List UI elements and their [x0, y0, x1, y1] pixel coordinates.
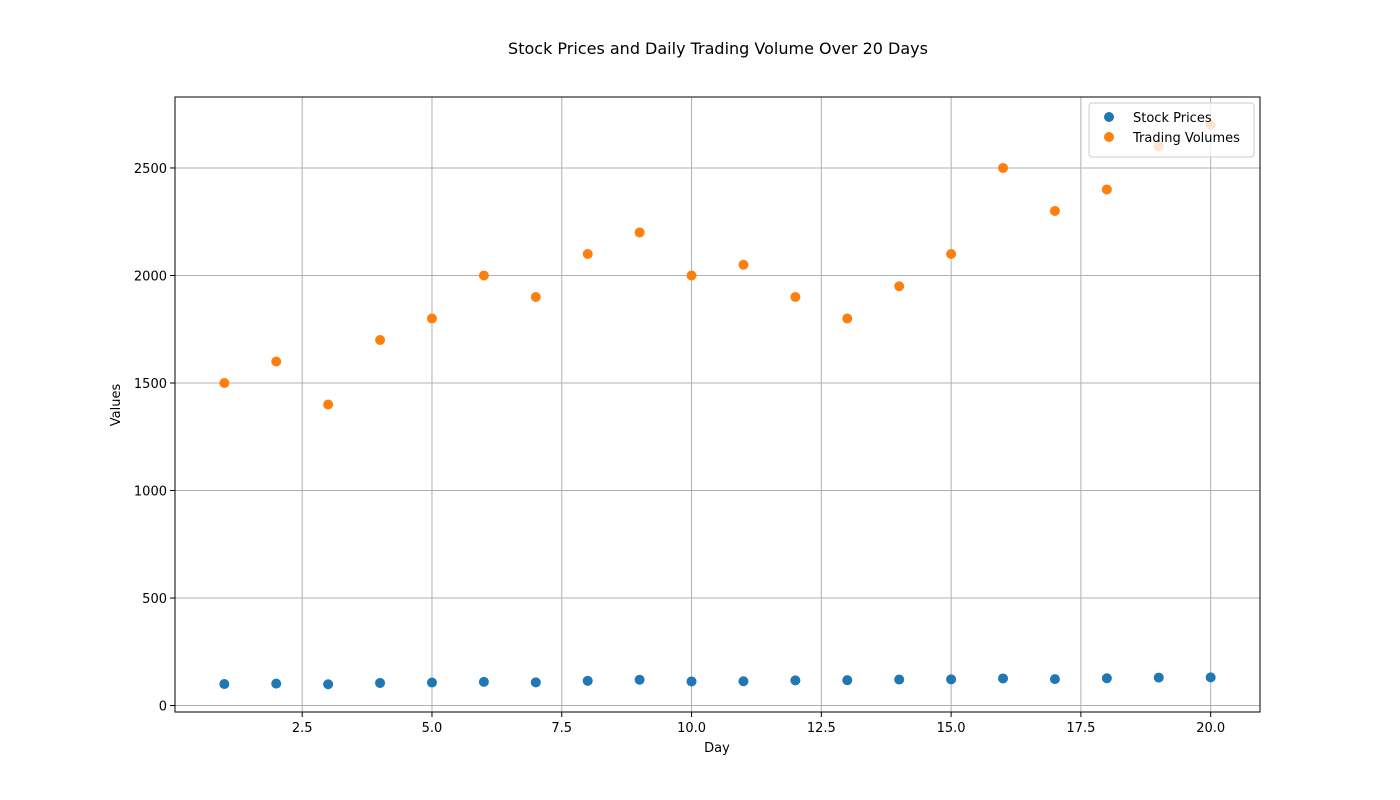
data-point [375, 677, 386, 688]
y-tick-label: 2000 [134, 269, 167, 284]
data-point [1049, 674, 1060, 685]
x-axis-label: Day [704, 741, 730, 756]
y-tick-label: 2500 [134, 162, 167, 177]
x-tick-label: 15.0 [937, 721, 966, 736]
data-point [894, 674, 905, 685]
legend-marker [1104, 112, 1114, 122]
data-point [790, 291, 801, 302]
data-point [998, 673, 1009, 684]
legend-box [1088, 102, 1255, 158]
data-point [738, 259, 749, 270]
data-point [946, 248, 957, 259]
y-tick-label: 0 [159, 700, 167, 715]
data-point [842, 675, 853, 686]
x-tick-label: 2.5 [292, 721, 313, 736]
data-points [219, 119, 1216, 690]
series-trading-volumes [219, 119, 1216, 410]
legend: Stock Prices Trading Volumes [1088, 102, 1255, 158]
data-point [323, 679, 334, 690]
data-point [582, 675, 593, 686]
data-point [323, 399, 334, 410]
x-tick-label: 20.0 [1196, 721, 1225, 736]
x-tick-label: 17.5 [1066, 721, 1095, 736]
data-point [946, 674, 957, 685]
y-tick-label: 1500 [134, 377, 167, 392]
data-point [1049, 205, 1060, 216]
data-point [738, 676, 749, 687]
x-tick-label: 10.0 [677, 721, 706, 736]
data-point [686, 270, 697, 281]
data-point [634, 227, 645, 238]
legend-label: Stock Prices [1133, 111, 1212, 126]
data-point [530, 677, 541, 688]
data-point [271, 356, 282, 367]
legend-label: Trading Volumes [1132, 131, 1240, 146]
data-point [634, 674, 645, 685]
data-point [1101, 673, 1112, 684]
data-point [478, 676, 489, 687]
y-axis-ticks: 0 500 1000 1500 2000 2500 [134, 162, 175, 715]
data-point [1101, 184, 1112, 195]
legend-marker [1104, 132, 1114, 142]
data-point [842, 313, 853, 324]
x-tick-label: 12.5 [807, 721, 836, 736]
data-point [375, 334, 386, 345]
data-point [1205, 672, 1216, 683]
data-point [998, 162, 1009, 173]
y-tick-label: 1000 [134, 485, 167, 500]
data-point [219, 679, 230, 690]
x-tick-label: 7.5 [551, 721, 572, 736]
chart-title: Stock Prices and Daily Trading Volume Ov… [508, 39, 928, 58]
data-point [894, 281, 905, 292]
x-axis-ticks: 2.5 5.0 7.5 10.0 12.5 15.0 17.5 20.0 [292, 712, 1225, 736]
data-point [530, 291, 541, 302]
data-point [582, 248, 593, 259]
data-point [271, 678, 282, 689]
series-stock-prices [219, 672, 1216, 690]
y-tick-label: 500 [142, 592, 167, 607]
data-point [219, 377, 230, 388]
data-point [686, 676, 697, 687]
plot-frame [174, 96, 1261, 713]
data-point [426, 677, 437, 688]
data-point [426, 313, 437, 324]
y-axis-label: Values [109, 384, 124, 427]
data-point [478, 270, 489, 281]
x-tick-label: 5.0 [422, 721, 443, 736]
data-point [790, 675, 801, 686]
data-point [1153, 672, 1164, 683]
grid [175, 97, 1260, 712]
